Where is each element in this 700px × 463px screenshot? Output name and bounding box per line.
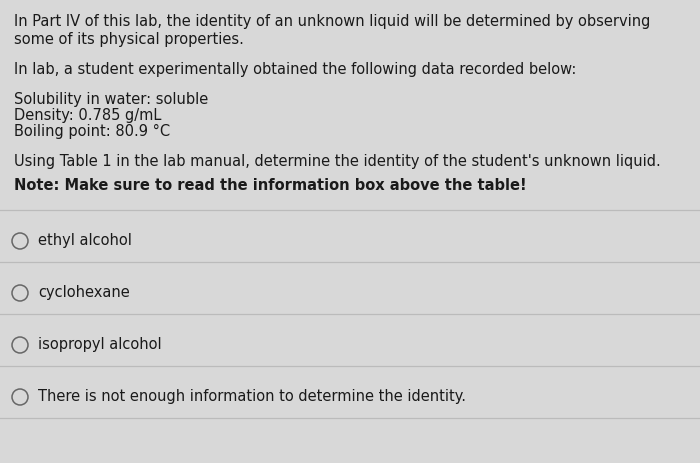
Text: cyclohexane: cyclohexane <box>38 284 130 300</box>
Text: ethyl alcohol: ethyl alcohol <box>38 232 132 248</box>
Text: Solubility in water: soluble: Solubility in water: soluble <box>14 92 209 107</box>
Text: Boiling point: 80.9 °C: Boiling point: 80.9 °C <box>14 124 170 139</box>
Text: Density: 0.785 g/mL: Density: 0.785 g/mL <box>14 108 162 123</box>
Text: In lab, a student experimentally obtained the following data recorded below:: In lab, a student experimentally obtaine… <box>14 62 576 77</box>
Text: Note: Make sure to read the information box above the table!: Note: Make sure to read the information … <box>14 178 526 193</box>
Text: Using Table 1 in the lab manual, determine the identity of the student's unknown: Using Table 1 in the lab manual, determi… <box>14 154 661 169</box>
Text: In Part IV of this lab, the identity of an unknown liquid will be determined by : In Part IV of this lab, the identity of … <box>14 14 650 29</box>
Text: There is not enough information to determine the identity.: There is not enough information to deter… <box>38 388 466 403</box>
Text: some of its physical properties.: some of its physical properties. <box>14 32 244 47</box>
Text: isopropyl alcohol: isopropyl alcohol <box>38 337 162 351</box>
